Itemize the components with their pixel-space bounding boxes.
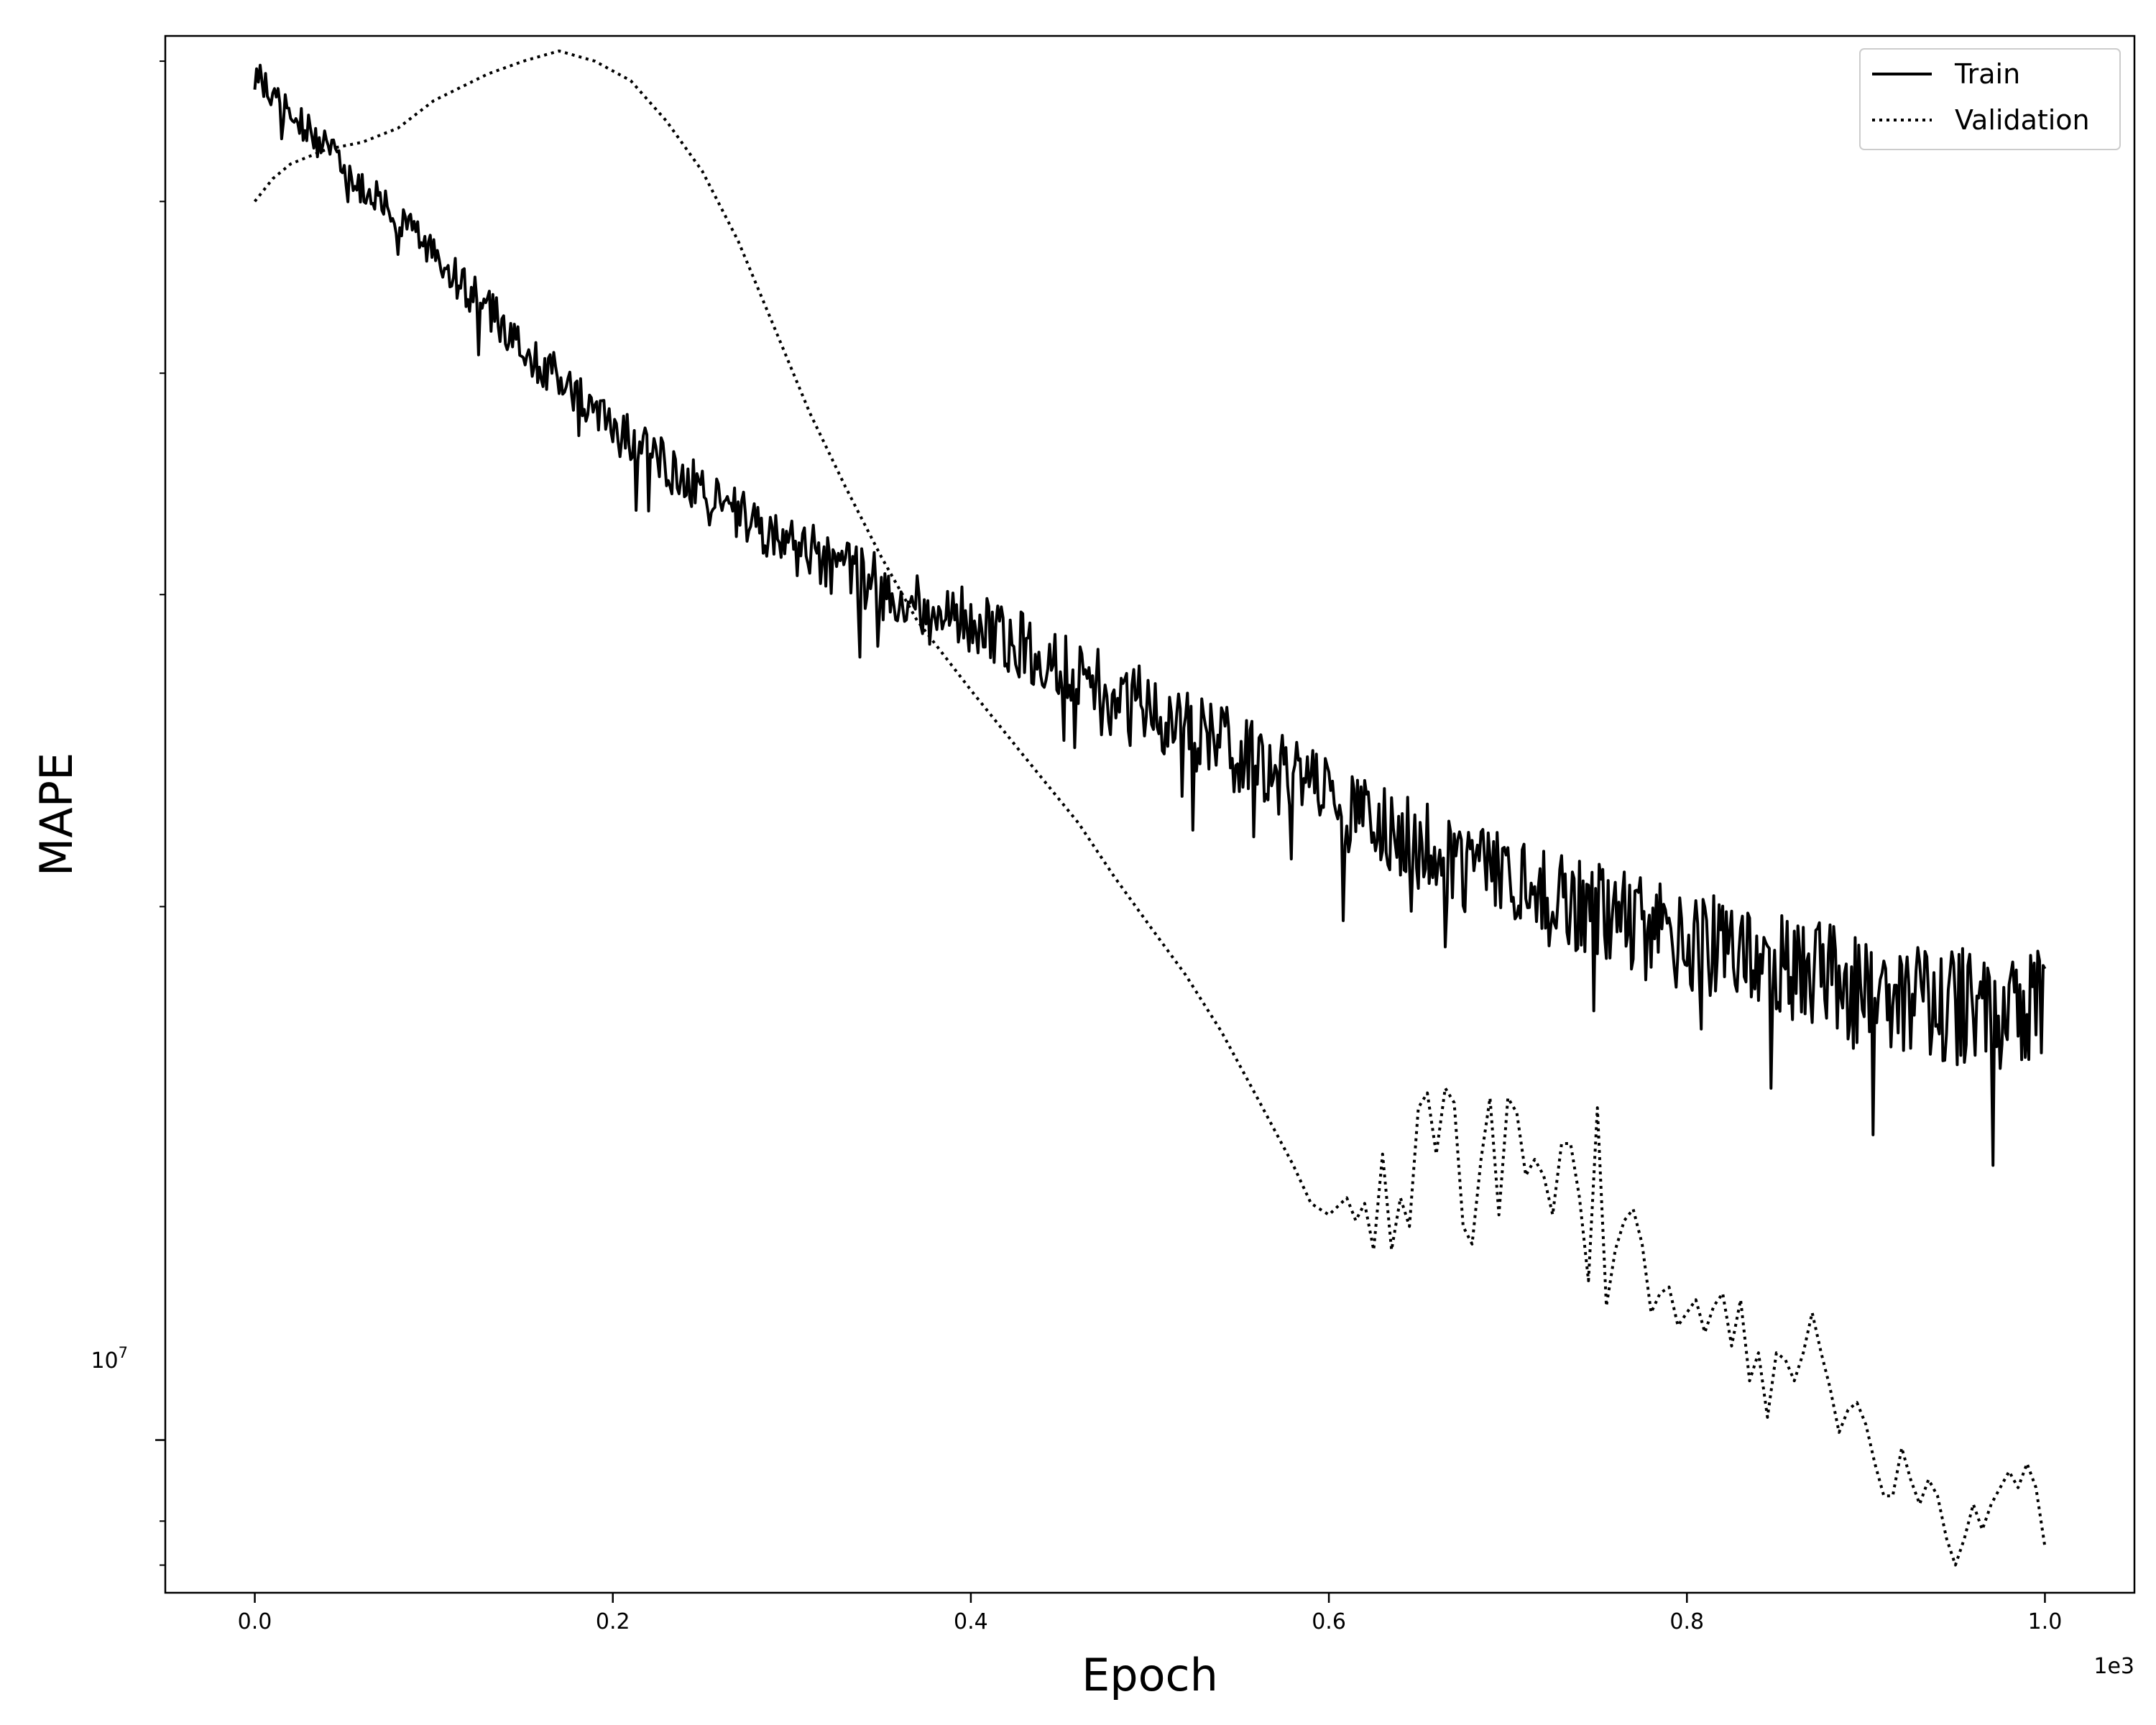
- ticks-layer: 0.0 0.2 0.4 0.6 0.8 1.0: [155, 60, 2063, 1634]
- x-tick-label: 1.0: [2028, 1609, 2063, 1634]
- x-tick-label: 0.6: [1312, 1609, 1346, 1634]
- series-line-validation: [253, 49, 2047, 1567]
- x-tick-label: 0.8: [1669, 1609, 1704, 1634]
- series-line-train: [253, 63, 2047, 1167]
- y-major-tick-base: 10: [91, 1348, 118, 1374]
- legend-label-train: Train: [1954, 58, 2020, 90]
- x-axis-offset-label: 1e3: [2093, 1654, 2134, 1679]
- y-major-tick-label: 107: [91, 1344, 128, 1374]
- x-tick-label: 0.4: [954, 1609, 988, 1634]
- y-axis-title: MAPE: [30, 753, 83, 876]
- x-tick-label: 0.0: [238, 1609, 272, 1634]
- y-major-tick-exponent: 7: [119, 1344, 128, 1361]
- x-tick-label: 0.2: [596, 1609, 630, 1634]
- x-axis-title: Epoch: [1082, 1649, 1218, 1701]
- plot-area-frame: [164, 34, 2136, 1594]
- legend: Train Validation: [1859, 48, 2121, 150]
- series-layer: [253, 49, 2047, 1567]
- legend-label-validation: Validation: [1955, 104, 2090, 136]
